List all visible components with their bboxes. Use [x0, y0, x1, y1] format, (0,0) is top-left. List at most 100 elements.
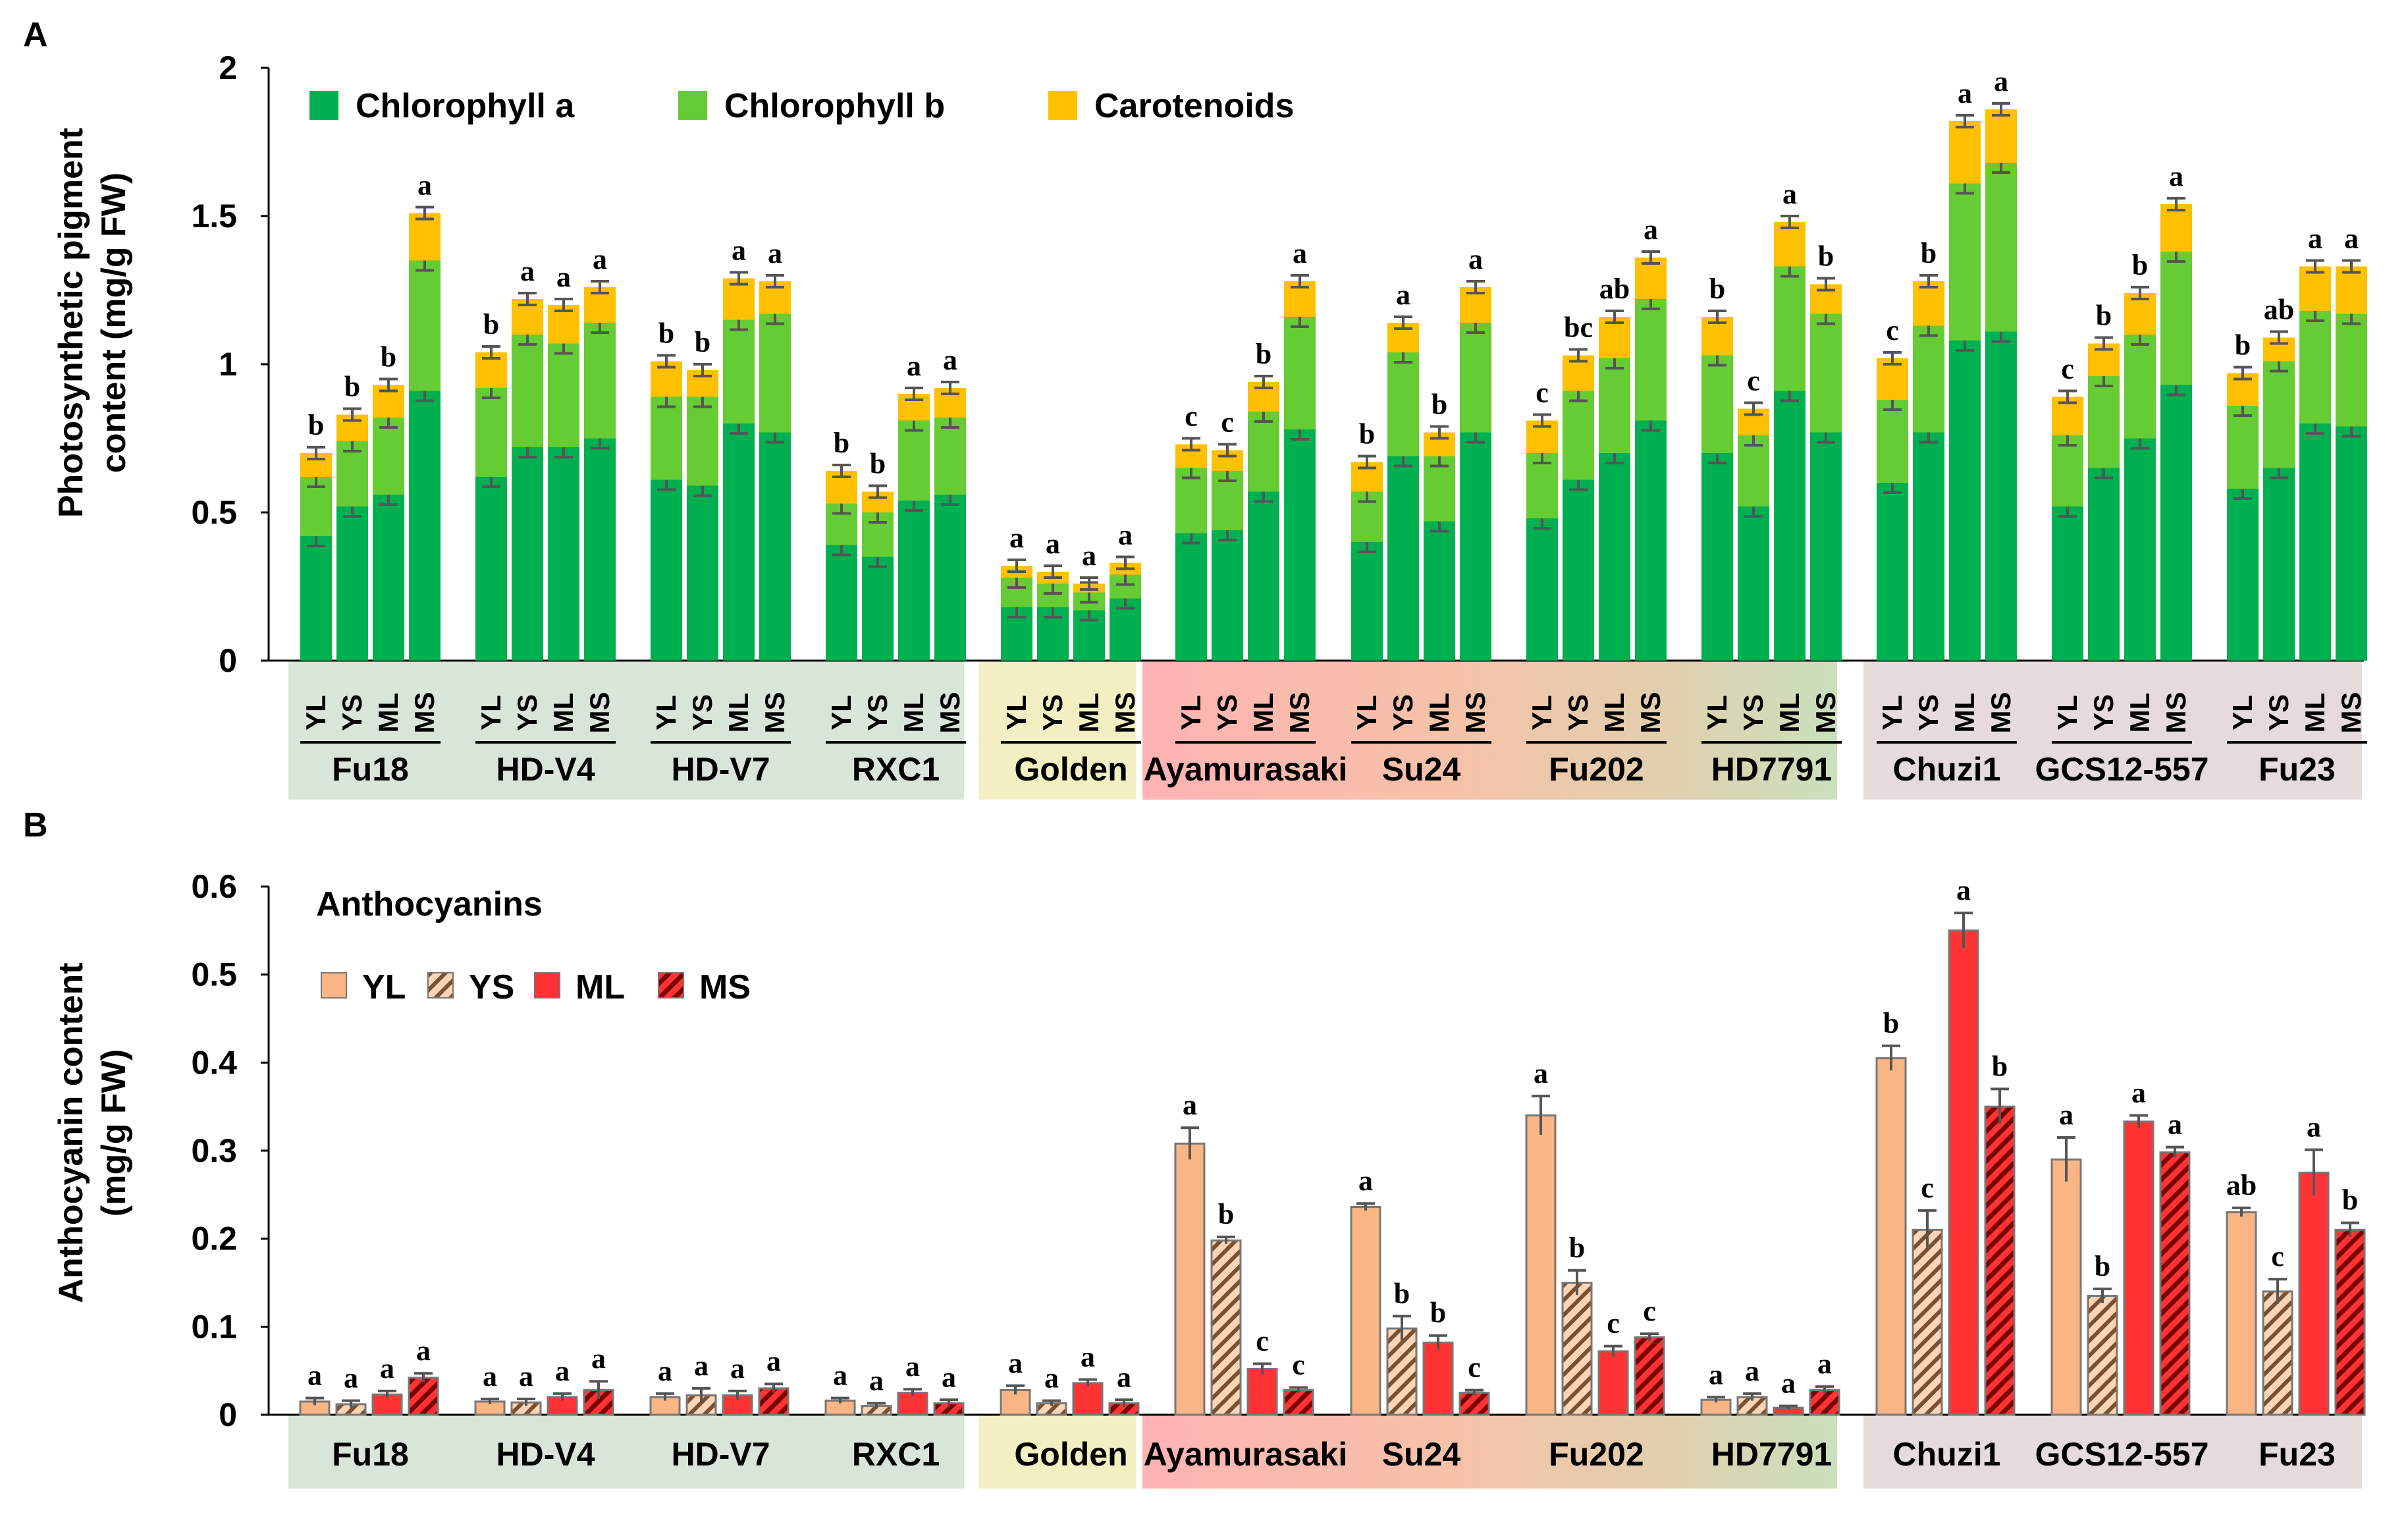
bar-chlorophyll-b-hd-v4-ys	[512, 335, 543, 447]
variety-label-hd-v4: HD-V4	[496, 1436, 595, 1473]
panel-a-y-tick-label: 0	[219, 642, 237, 679]
significance-label: c	[1221, 406, 1234, 439]
stage-label-ayamurasaki-ms: MS	[1284, 692, 1315, 734]
bar-anthocyanin-fu23-yl	[2226, 1211, 2257, 1416]
bar-anthocyanin-ayamurasaki-ys	[1210, 1239, 1242, 1416]
legend-swatch-ys	[427, 972, 454, 999]
bar-chlorophyll-a-rxc1-yl	[826, 545, 857, 661]
bar-anthocyanin-ayamurasaki-ml	[1246, 1367, 1278, 1416]
significance-label: a	[768, 237, 782, 269]
significance-label: a	[520, 255, 535, 287]
panel-b-legend: YL YS ML MS	[321, 968, 751, 1006]
bar-chlorophyll-b-fu202-ys	[1563, 391, 1594, 480]
stage-label-hd-v4-ms: MS	[584, 692, 615, 734]
bar-chlorophyll-b-chuzi1-yl	[1877, 400, 1908, 483]
panel-b-band-purple-gradient	[1142, 1415, 1837, 1489]
panel-b-y-tick-label: 0.1	[191, 1308, 237, 1345]
variety-label-su24: Su24	[1382, 1436, 1461, 1473]
bar-chlorophyll-a-ayamurasaki-ys	[1212, 530, 1243, 661]
bar-chlorophyll-a-hd-v4-yl	[475, 477, 507, 661]
bar-chlorophyll-a-chuzi1-ms	[1985, 331, 2017, 661]
significance-label: a	[1781, 1367, 1796, 1400]
stage-label-fu23-yl: YL	[2227, 695, 2258, 730]
bar-anthocyanin-ayamurasaki-yl	[1174, 1142, 1206, 1416]
bar-chlorophyll-b-gcs12-557-yl	[2052, 435, 2083, 506]
bar-carotenoids-fu23-ml	[2299, 266, 2331, 311]
significance-label: a	[1958, 77, 1972, 109]
panel-a-band-purple-gradient	[1142, 660, 1837, 800]
significance-label: b	[695, 326, 710, 358]
bar-chlorophyll-b-fu202-ml	[1599, 358, 1630, 453]
bar-chlorophyll-a-gcs12-557-ml	[2124, 438, 2156, 661]
significance-label: b	[1883, 1007, 1899, 1039]
stage-label-hd-v7-yl: YL	[651, 695, 682, 730]
significance-label: a	[555, 1355, 570, 1387]
panel-b-y-tick-label: 0.5	[191, 956, 237, 993]
bar-chlorophyll-a-chuzi1-ml	[1949, 341, 1981, 661]
significance-label: ab	[1599, 273, 1630, 305]
significance-label: b	[834, 427, 849, 459]
bar-chlorophyll-b-gcs12-557-ml	[2124, 335, 2156, 439]
significance-label: b	[658, 317, 674, 350]
stage-label-fu18-ms: MS	[409, 692, 440, 734]
bar-carotenoids-chuzi1-ml	[1949, 121, 1981, 184]
stage-label-gcs12-557-ms: MS	[2160, 692, 2191, 734]
panel-b: B Anthocyanin content (mg/g FW) Anthocya…	[23, 806, 2366, 1473]
significance-label: b	[2095, 1250, 2110, 1282]
bar-chlorophyll-a-chuzi1-ys	[1913, 432, 1944, 661]
significance-label: c	[1747, 365, 1760, 397]
bar-chlorophyll-a-hd-v7-ys	[687, 485, 718, 661]
stage-label-hd-v7-ms: MS	[759, 692, 790, 734]
stage-label-su24-ml: ML	[1424, 693, 1455, 733]
stage-label-chuzi1-yl: YL	[1877, 695, 1908, 730]
bar-anthocyanin-gcs12-557-yl	[2050, 1158, 2082, 1416]
significance-label: a	[833, 1359, 847, 1392]
significance-label: c	[1607, 1307, 1620, 1340]
stage-label-golden-yl: YL	[1001, 695, 1032, 730]
significance-label: a	[1468, 243, 1483, 275]
variety-label-hd-v7: HD-V7	[671, 751, 770, 788]
variety-label-fu18: Fu18	[332, 1436, 409, 1473]
bar-anthocyanin-fu23-ms	[2334, 1228, 2366, 1416]
significance-label: b	[1256, 338, 1271, 370]
legend-swatch-chlorophyll-b	[678, 91, 707, 120]
stage-label-hd-v4-yl: YL	[475, 695, 506, 730]
significance-label: c	[1536, 377, 1549, 409]
bar-chlorophyll-a-hd-v4-ys	[512, 447, 543, 661]
bar-anthocyanin-fu23-ys	[2262, 1290, 2293, 1416]
panel-b-ylabel-line1: Anthocyanin content	[52, 962, 90, 1303]
significance-label: a	[1293, 237, 1307, 269]
bar-chlorophyll-a-ayamurasaki-yl	[1175, 533, 1207, 661]
bar-chlorophyll-b-ayamurasaki-ml	[1248, 412, 1279, 492]
panel-a-band-green	[288, 660, 964, 800]
significance-label: ab	[2264, 294, 2294, 326]
panel-a-y-tick-label: 0.5	[191, 494, 237, 531]
significance-label: a	[1044, 1362, 1059, 1394]
group-bands	[288, 660, 2362, 1489]
significance-label: a	[556, 261, 571, 293]
significance-label: a	[869, 1365, 884, 1397]
panel-b-y-tick-label: 0	[219, 1396, 237, 1433]
bar-chlorophyll-a-hd7791-ml	[1774, 391, 1806, 661]
panel-a-y-tick-label: 1	[219, 346, 237, 383]
significance-label: a	[1081, 1341, 1095, 1373]
significance-label: a	[1534, 1057, 1548, 1089]
significance-label: b	[1921, 237, 1937, 269]
bar-chlorophyll-a-fu18-ys	[336, 506, 368, 661]
significance-label: a	[591, 1342, 606, 1375]
bar-chlorophyll-a-fu23-ys	[2263, 468, 2295, 661]
significance-label: a	[417, 169, 432, 202]
bar-chlorophyll-b-rxc1-ml	[898, 420, 930, 501]
significance-label: c	[1921, 1172, 1934, 1204]
bar-chlorophyll-a-hd-v7-yl	[651, 479, 682, 661]
panel-a-y-tick-label: 2	[219, 49, 237, 86]
bar-anthocyanin-gcs12-557-ml	[2123, 1120, 2154, 1416]
bar-chlorophyll-a-fu23-yl	[2227, 489, 2259, 661]
bar-chlorophyll-b-hd-v7-yl	[651, 397, 682, 480]
bar-anthocyanin-su24-ml	[1422, 1341, 1454, 1416]
variety-label-rxc1: RXC1	[852, 751, 940, 788]
bar-anthocyanin-gcs12-557-ys	[2087, 1295, 2118, 1416]
bar-chlorophyll-b-fu18-ml	[373, 418, 404, 495]
bar-carotenoids-gcs12-557-ms	[2160, 204, 2192, 252]
bar-anthocyanin-chuzi1-yl	[1875, 1057, 1907, 1416]
